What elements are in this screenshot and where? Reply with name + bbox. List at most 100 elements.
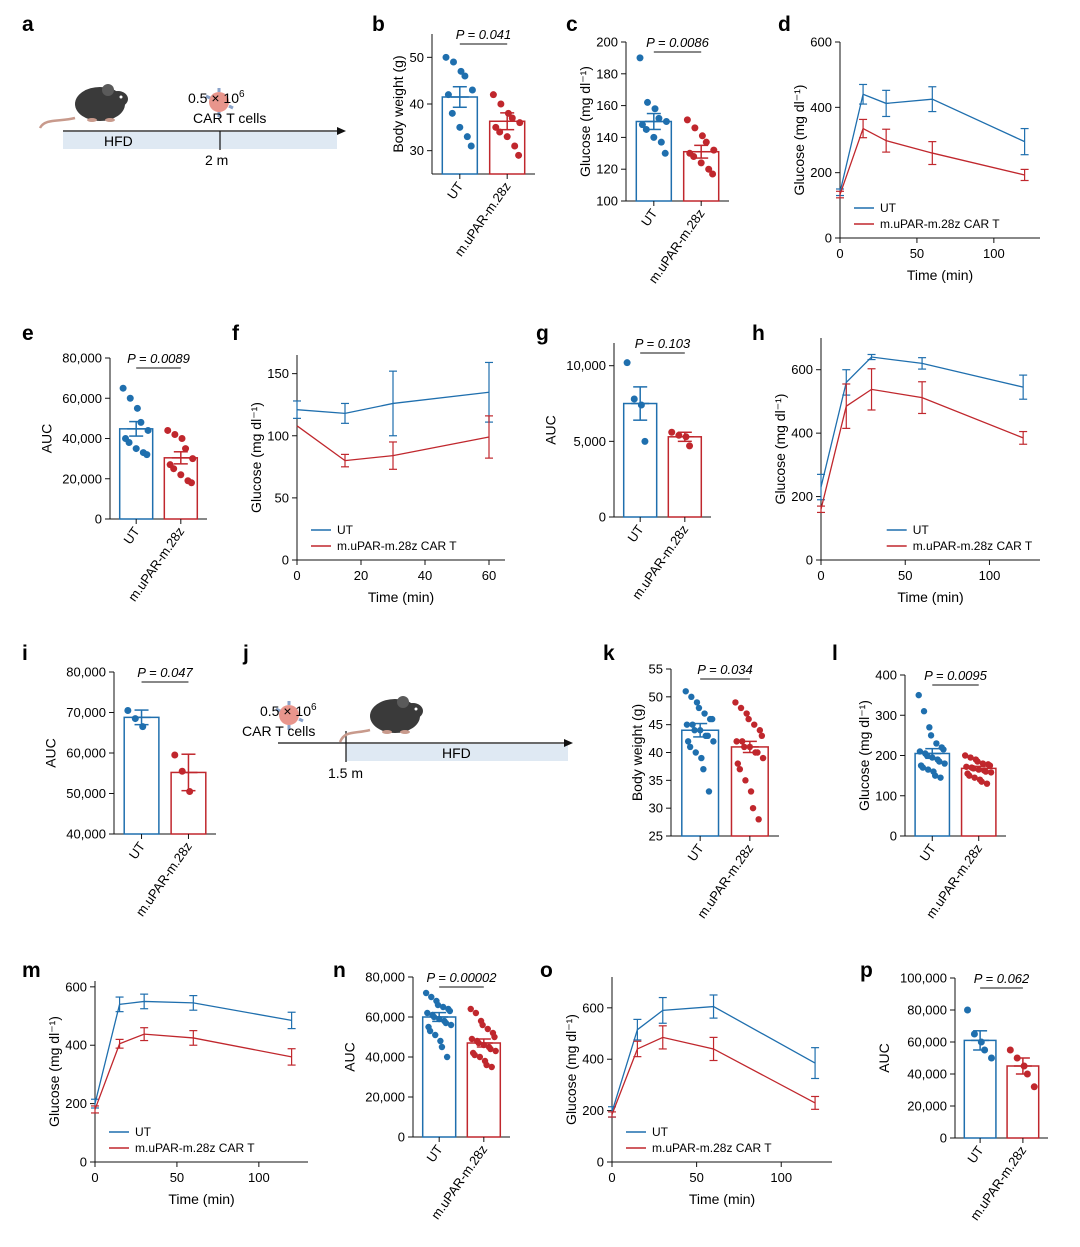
y-tick-label: 50,000	[66, 786, 106, 801]
y-tick-label: 80,000	[907, 1003, 947, 1018]
y-tick-label: 100	[596, 194, 618, 209]
data-point	[964, 1006, 972, 1014]
arrow-head-icon	[337, 127, 346, 135]
data-point	[119, 384, 127, 392]
data-point	[638, 121, 646, 129]
y-axis-label: AUC	[342, 1042, 358, 1072]
data-point	[456, 123, 464, 131]
y-axis-label: Glucose (mg dl⁻¹)	[856, 700, 872, 811]
y-tick-label: 200	[875, 748, 897, 763]
legend-label: UT	[880, 201, 897, 215]
chart-d: d 0 200 400 600 Glucose (mg dl⁻¹) 0 50 100 Time (…	[778, 13, 1040, 283]
x-tick-label: 50	[170, 1170, 184, 1185]
data-point	[966, 772, 973, 779]
x-tick-label: 20	[354, 568, 368, 583]
data-point	[698, 754, 705, 762]
data-point	[987, 769, 995, 776]
panel-label-e: e	[22, 322, 34, 345]
x-tick-label: 100	[248, 1170, 270, 1185]
data-point	[710, 146, 718, 154]
data-point	[683, 116, 691, 124]
data-point	[428, 993, 435, 1001]
y-tick-label: 0	[940, 1131, 947, 1146]
data-point	[164, 426, 172, 434]
data-point	[434, 1001, 442, 1009]
y-tick-label: 35	[649, 773, 663, 788]
data-point	[463, 133, 471, 141]
data-point	[479, 1021, 486, 1029]
data-point	[447, 1021, 455, 1029]
p-value-label: P = 0.103	[635, 336, 691, 351]
y-tick-label: 40,000	[62, 431, 102, 446]
data-point	[734, 760, 742, 767]
mouse-icon	[338, 696, 423, 743]
y-axis-label: Body weight (g)	[629, 704, 645, 801]
y-tick-label: 400	[810, 100, 832, 115]
data-point	[422, 989, 430, 997]
data-point	[642, 125, 650, 133]
data-point	[492, 1047, 499, 1055]
data-point	[171, 751, 179, 759]
data-point	[442, 53, 450, 61]
y-axis-label: AUC	[876, 1043, 892, 1073]
series-line-ut	[296, 391, 490, 415]
data-point	[686, 743, 694, 751]
y-axis-label: Glucose (mg dl⁻¹)	[577, 66, 593, 177]
data-point	[971, 774, 978, 781]
panel-label-a: a	[22, 13, 34, 36]
data-point	[749, 804, 757, 812]
x-tick-label: UT	[964, 1143, 986, 1166]
y-axis-label: Glucose (mg dl⁻¹)	[791, 85, 807, 196]
x-tick-label: 50	[689, 1170, 703, 1185]
p-value-label: P = 0.0095	[924, 668, 988, 683]
data-point	[468, 86, 476, 94]
data-point	[144, 426, 152, 434]
data-point	[736, 766, 744, 773]
data-point	[919, 764, 927, 771]
data-point	[655, 114, 663, 122]
y-tick-label: 0	[890, 829, 897, 844]
bar-ut	[441, 96, 479, 175]
data-point	[684, 738, 692, 745]
series-line-ut	[94, 1000, 292, 1104]
data-point	[424, 1009, 431, 1017]
data-point	[124, 706, 132, 714]
x-axis-label: Time (min)	[168, 1191, 234, 1207]
data-point	[511, 142, 519, 150]
data-point	[457, 67, 465, 75]
panel-label-h: h	[752, 322, 765, 345]
data-point	[126, 394, 134, 402]
panel-label-b: b	[372, 13, 385, 36]
data-point	[689, 721, 696, 728]
data-point	[1006, 1046, 1014, 1054]
data-point	[690, 152, 698, 160]
y-tick-label: 50	[649, 689, 663, 704]
y-tick-label: 600	[582, 1000, 604, 1015]
x-tick-label: 100	[983, 246, 1005, 261]
data-point	[742, 777, 749, 784]
data-point	[668, 428, 676, 436]
data-point	[492, 123, 500, 131]
data-point	[170, 465, 178, 473]
data-point	[739, 738, 746, 745]
y-tick-label: 0	[95, 512, 102, 527]
y-tick-label: 10,000	[566, 358, 606, 373]
y-tick-label: 160	[596, 98, 618, 113]
y-axis-label: Body weight (g)	[390, 55, 406, 152]
y-axis-label: AUC	[543, 415, 559, 445]
x-axis-label: Time (min)	[897, 589, 963, 605]
data-point	[961, 752, 969, 759]
data-point	[515, 151, 523, 159]
y-tick-label: 200	[65, 1096, 87, 1111]
data-point	[733, 738, 740, 745]
chart-i: i40,00050,00060,00070,00080,000AUCUTm.uP…	[22, 642, 216, 919]
data-point	[444, 91, 452, 99]
y-tick-label: 0	[825, 231, 832, 246]
x-tick-label: UT	[684, 841, 706, 864]
chart-f: f 0 50 100 150 Glucose (mg dl⁻¹) 0 20 40 60 Time (…	[232, 322, 505, 605]
bar-car	[667, 436, 703, 518]
legend-label: m.uPAR-m.28z CAR T	[337, 539, 457, 553]
data-point	[758, 732, 766, 739]
